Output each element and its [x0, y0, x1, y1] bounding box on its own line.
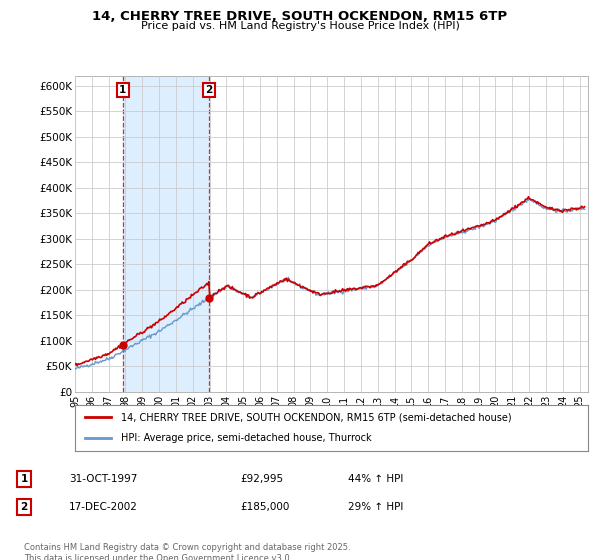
Text: £92,995: £92,995 [240, 474, 283, 484]
Bar [122, 76, 209, 392]
Text: Contains HM Land Registry data © Crown copyright and database right 2025.
This d: Contains HM Land Registry data © Crown c… [24, 543, 350, 560]
Text: 17-DEC-2002: 17-DEC-2002 [69, 502, 138, 512]
Text: 31-OCT-1997: 31-OCT-1997 [69, 474, 137, 484]
Text: 1: 1 [119, 85, 126, 95]
Text: £185,000: £185,000 [240, 502, 289, 512]
Text: 44% ↑ HPI: 44% ↑ HPI [348, 474, 403, 484]
Text: 14, CHERRY TREE DRIVE, SOUTH OCKENDON, RM15 6TP: 14, CHERRY TREE DRIVE, SOUTH OCKENDON, R… [92, 10, 508, 23]
Text: HPI: Average price, semi-detached house, Thurrock: HPI: Average price, semi-detached house,… [121, 433, 372, 444]
Text: Price paid vs. HM Land Registry's House Price Index (HPI): Price paid vs. HM Land Registry's House … [140, 21, 460, 31]
Text: 2: 2 [205, 85, 212, 95]
Text: 2: 2 [20, 502, 28, 512]
Text: 1: 1 [20, 474, 28, 484]
Text: 14, CHERRY TREE DRIVE, SOUTH OCKENDON, RM15 6TP (semi-detached house): 14, CHERRY TREE DRIVE, SOUTH OCKENDON, R… [121, 412, 512, 422]
Text: 29% ↑ HPI: 29% ↑ HPI [348, 502, 403, 512]
